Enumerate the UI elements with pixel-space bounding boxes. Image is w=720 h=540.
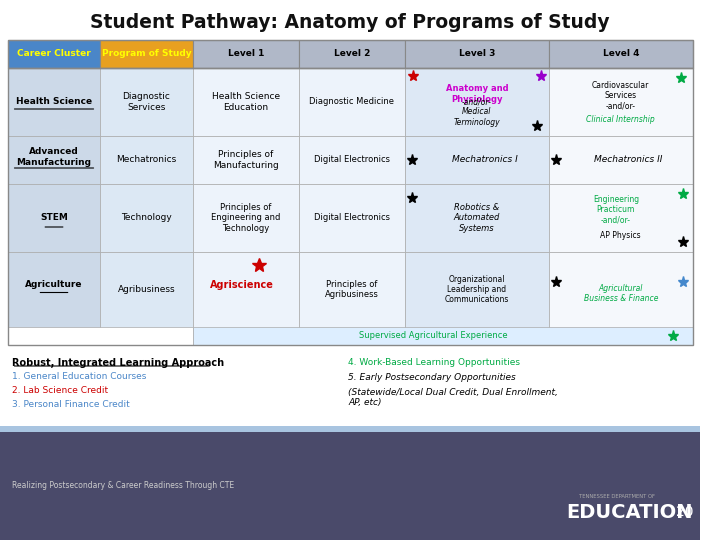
Text: Supervised Agricultural Experience: Supervised Agricultural Experience	[359, 332, 508, 341]
Text: Level 2: Level 2	[334, 50, 370, 58]
FancyBboxPatch shape	[8, 184, 100, 252]
FancyBboxPatch shape	[8, 136, 100, 184]
FancyBboxPatch shape	[299, 40, 405, 68]
FancyBboxPatch shape	[100, 68, 193, 136]
Text: TENNESSEE DEPARTMENT OF: TENNESSEE DEPARTMENT OF	[579, 494, 655, 498]
FancyBboxPatch shape	[193, 40, 299, 68]
Text: Clinical Internship: Clinical Internship	[586, 116, 655, 125]
FancyBboxPatch shape	[100, 184, 193, 252]
FancyBboxPatch shape	[8, 40, 100, 68]
Text: Agricultural
Business & Finance: Agricultural Business & Finance	[583, 284, 658, 303]
Text: Career Cluster: Career Cluster	[17, 50, 91, 58]
Text: Agriculture: Agriculture	[25, 280, 83, 289]
Text: STEM: STEM	[40, 213, 68, 222]
FancyBboxPatch shape	[299, 184, 405, 252]
Text: 5. Early Postsecondary Opportunities: 5. Early Postsecondary Opportunities	[348, 373, 516, 382]
FancyBboxPatch shape	[0, 426, 701, 432]
FancyBboxPatch shape	[549, 68, 693, 136]
FancyBboxPatch shape	[193, 68, 299, 136]
Text: AP Physics: AP Physics	[600, 232, 641, 240]
Text: Principles of
Manufacturing: Principles of Manufacturing	[213, 150, 279, 170]
FancyBboxPatch shape	[193, 327, 693, 345]
Text: Diagnostic
Services: Diagnostic Services	[122, 92, 171, 112]
Text: Level 3: Level 3	[459, 50, 495, 58]
FancyBboxPatch shape	[549, 40, 693, 68]
Text: Level 1: Level 1	[228, 50, 264, 58]
FancyBboxPatch shape	[405, 252, 549, 345]
Text: Agriscience: Agriscience	[210, 280, 274, 289]
FancyBboxPatch shape	[549, 184, 693, 252]
Text: Advanced
Manufacturing: Advanced Manufacturing	[17, 147, 91, 167]
Text: -and/or-
Medical
Terminology: -and/or- Medical Terminology	[454, 97, 500, 127]
FancyBboxPatch shape	[193, 252, 299, 345]
Text: (Statewide/Local Dual Credit, Dual Enrollment,
AP, etc): (Statewide/Local Dual Credit, Dual Enrol…	[348, 388, 558, 407]
FancyBboxPatch shape	[193, 184, 299, 252]
Text: 1. General Education Courses: 1. General Education Courses	[12, 372, 146, 381]
Text: Mechatronics II: Mechatronics II	[594, 156, 662, 165]
FancyBboxPatch shape	[405, 68, 549, 136]
Text: Cardiovascular
Services
-and/or-: Cardiovascular Services -and/or-	[592, 81, 649, 111]
Text: Engineering
Practicum
-and/or-: Engineering Practicum -and/or-	[593, 195, 639, 225]
Text: Anatomy and
Physiology: Anatomy and Physiology	[446, 84, 508, 104]
Text: Robotics &
Automated
Systems: Robotics & Automated Systems	[454, 203, 500, 233]
Text: 4. Work-Based Learning Opportunities: 4. Work-Based Learning Opportunities	[348, 358, 521, 367]
Text: EDUCATION: EDUCATION	[566, 503, 693, 522]
FancyBboxPatch shape	[100, 136, 193, 184]
FancyBboxPatch shape	[549, 136, 693, 184]
FancyBboxPatch shape	[549, 252, 693, 345]
Text: Principles of
Agribusiness: Principles of Agribusiness	[325, 280, 379, 299]
FancyBboxPatch shape	[299, 68, 405, 136]
Text: Realizing Postsecondary & Career Readiness Through CTE: Realizing Postsecondary & Career Readine…	[12, 482, 234, 490]
FancyBboxPatch shape	[100, 252, 193, 327]
Text: Technology: Technology	[121, 213, 172, 222]
Text: Mechatronics: Mechatronics	[117, 156, 176, 165]
Text: Organizational
Leadership and
Communications: Organizational Leadership and Communicat…	[445, 275, 509, 305]
Text: Robust, Integrated Learning Approach: Robust, Integrated Learning Approach	[12, 358, 224, 368]
FancyBboxPatch shape	[100, 40, 193, 68]
FancyBboxPatch shape	[405, 184, 549, 252]
Text: Agribusiness: Agribusiness	[117, 285, 175, 294]
FancyBboxPatch shape	[8, 252, 100, 327]
Text: Digital Electronics: Digital Electronics	[314, 156, 390, 165]
Text: Mechatronics I: Mechatronics I	[452, 156, 518, 165]
FancyBboxPatch shape	[299, 136, 405, 184]
Text: Student Pathway: Anatomy of Programs of Study: Student Pathway: Anatomy of Programs of …	[91, 13, 610, 32]
FancyBboxPatch shape	[299, 252, 405, 345]
FancyBboxPatch shape	[193, 136, 299, 184]
Text: 2. Lab Science Credit: 2. Lab Science Credit	[12, 386, 108, 395]
Text: 3. Personal Finance Credit: 3. Personal Finance Credit	[12, 400, 130, 409]
Text: Health Science
Education: Health Science Education	[212, 92, 280, 112]
Text: Diagnostic Medicine: Diagnostic Medicine	[310, 98, 395, 106]
Text: Health Science: Health Science	[16, 98, 92, 106]
FancyBboxPatch shape	[405, 136, 549, 184]
FancyBboxPatch shape	[8, 68, 100, 136]
Text: 20: 20	[676, 505, 693, 519]
FancyBboxPatch shape	[405, 40, 549, 68]
Text: Level 4: Level 4	[603, 50, 639, 58]
FancyBboxPatch shape	[0, 432, 701, 540]
Text: Principles of
Engineering and
Technology: Principles of Engineering and Technology	[211, 203, 281, 233]
Text: Digital Electronics: Digital Electronics	[314, 213, 390, 222]
Text: Program of Study: Program of Study	[102, 50, 192, 58]
